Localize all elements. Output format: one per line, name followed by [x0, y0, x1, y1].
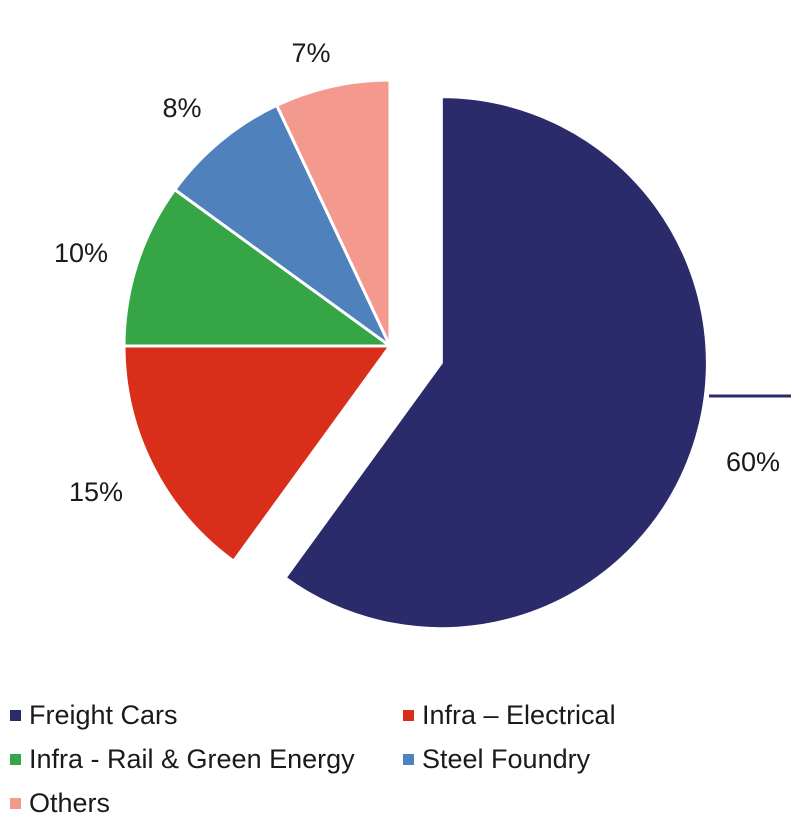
legend-label-freight-cars: Freight Cars: [29, 699, 178, 730]
slice-label-steel-foundry: 8%: [162, 93, 201, 123]
pie-slice-infra-electrical: [122, 344, 392, 563]
legend-swatch-infra-electrical: [403, 709, 414, 721]
legend-item-steel-foundry: Steel Foundry: [403, 740, 590, 778]
slice-label-others: 7%: [291, 38, 330, 68]
legend-item-others: Others: [10, 784, 110, 822]
legend-item-infra-electrical: Infra – Electrical: [403, 696, 616, 734]
pie-slices: [122, 78, 709, 631]
slice-label-freight-cars: 60%: [726, 447, 780, 477]
legend-label-steel-foundry: Steel Foundry: [422, 743, 591, 774]
legend-swatch-freight-cars: [10, 709, 21, 721]
legend-label-others: Others: [29, 787, 111, 818]
slice-label-infra-rail-green-energy: 10%: [54, 238, 108, 268]
legend-swatch-steel-foundry: [403, 753, 414, 765]
legend-label-infra-rail-green-energy: Infra - Rail & Green Energy: [29, 743, 355, 774]
pie-slice-others: [275, 78, 392, 348]
legend-swatch-infra-rail-green-energy: [10, 753, 21, 765]
legend-item-infra-rail-green-energy: Infra - Rail & Green Energy: [10, 740, 355, 778]
pie-slice-freight-cars: [283, 95, 709, 631]
pie-slice-infra-rail-green-energy: [122, 188, 392, 348]
pie-slice-steel-foundry: [173, 103, 392, 348]
legend-item-freight-cars: Freight Cars: [10, 696, 178, 734]
legend-swatch-others: [10, 797, 21, 809]
slice-label-infra-electrical: 15%: [69, 477, 123, 507]
legend-label-infra-electrical: Infra – Electrical: [422, 699, 616, 730]
